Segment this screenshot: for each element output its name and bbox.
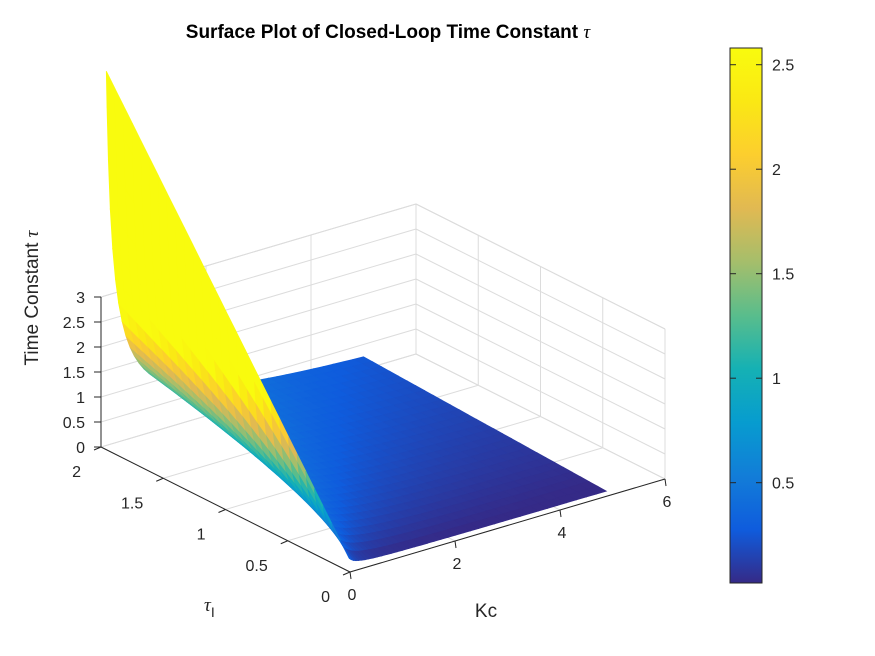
x-tick-mark [664, 478, 667, 487]
z-tick-label: 2 [76, 340, 85, 357]
y-tick-label: 2 [72, 464, 81, 481]
y-tick-mark [93, 446, 102, 451]
colorbar-tick-label: 1 [772, 371, 781, 388]
z-tick-label: 0 [76, 440, 85, 457]
z-tick-label: 3 [76, 290, 85, 307]
colorbar-tick-label: 0.5 [772, 476, 794, 493]
surface-patch [340, 540, 351, 559]
surface-mesh [105, 71, 608, 562]
z-tick-label: 1.5 [63, 365, 85, 382]
colorbar-tick-label: 2 [772, 162, 781, 179]
y-tick-label: 0.5 [246, 558, 268, 575]
colorbar: 0.5 1 1.5 2 2.5 [729, 47, 794, 584]
colorbar-tick-label: 2.5 [772, 58, 794, 75]
y-tick-label: 1 [197, 527, 206, 544]
x-tick-mark [559, 509, 562, 518]
x-tick-mark [349, 571, 352, 580]
z-tick-label: 0.5 [63, 415, 85, 432]
y-tick-mark [342, 571, 351, 576]
y-tick-label: 0 [321, 589, 330, 606]
x-axis-line [349, 478, 666, 573]
x-axis-label: Kc [475, 601, 497, 622]
chart-title: Surface Plot of Closed-Loop Time Constan… [186, 22, 592, 43]
grid-line-z [100, 303, 417, 398]
box-edge [415, 203, 666, 330]
tick-labels: 0 0.5 1 1.5 2 2.5 3 0 2 4 6 0 0.5 1 1.5 2 [63, 290, 672, 606]
x-tick-mark [454, 540, 457, 549]
y-tick-mark [218, 509, 226, 513]
y-tick-mark [280, 540, 288, 545]
colorbar-tick-label: 1.5 [772, 267, 794, 284]
grid-line-z [100, 328, 417, 423]
z-tick-label: 1 [76, 390, 85, 407]
y-tick-mark [156, 477, 164, 482]
colorbar-gradient [729, 47, 763, 584]
axes-lines [93, 296, 667, 580]
z-tick-label: 2.5 [63, 315, 85, 332]
y-axis-label: τI [204, 595, 215, 620]
x-tick-label: 6 [663, 494, 672, 511]
x-tick-label: 4 [558, 525, 567, 542]
x-tick-label: 0 [348, 587, 357, 604]
y-tick-label: 1.5 [121, 495, 143, 512]
z-axis-label: Time Constant τ [22, 229, 43, 365]
x-tick-label: 2 [453, 556, 462, 573]
